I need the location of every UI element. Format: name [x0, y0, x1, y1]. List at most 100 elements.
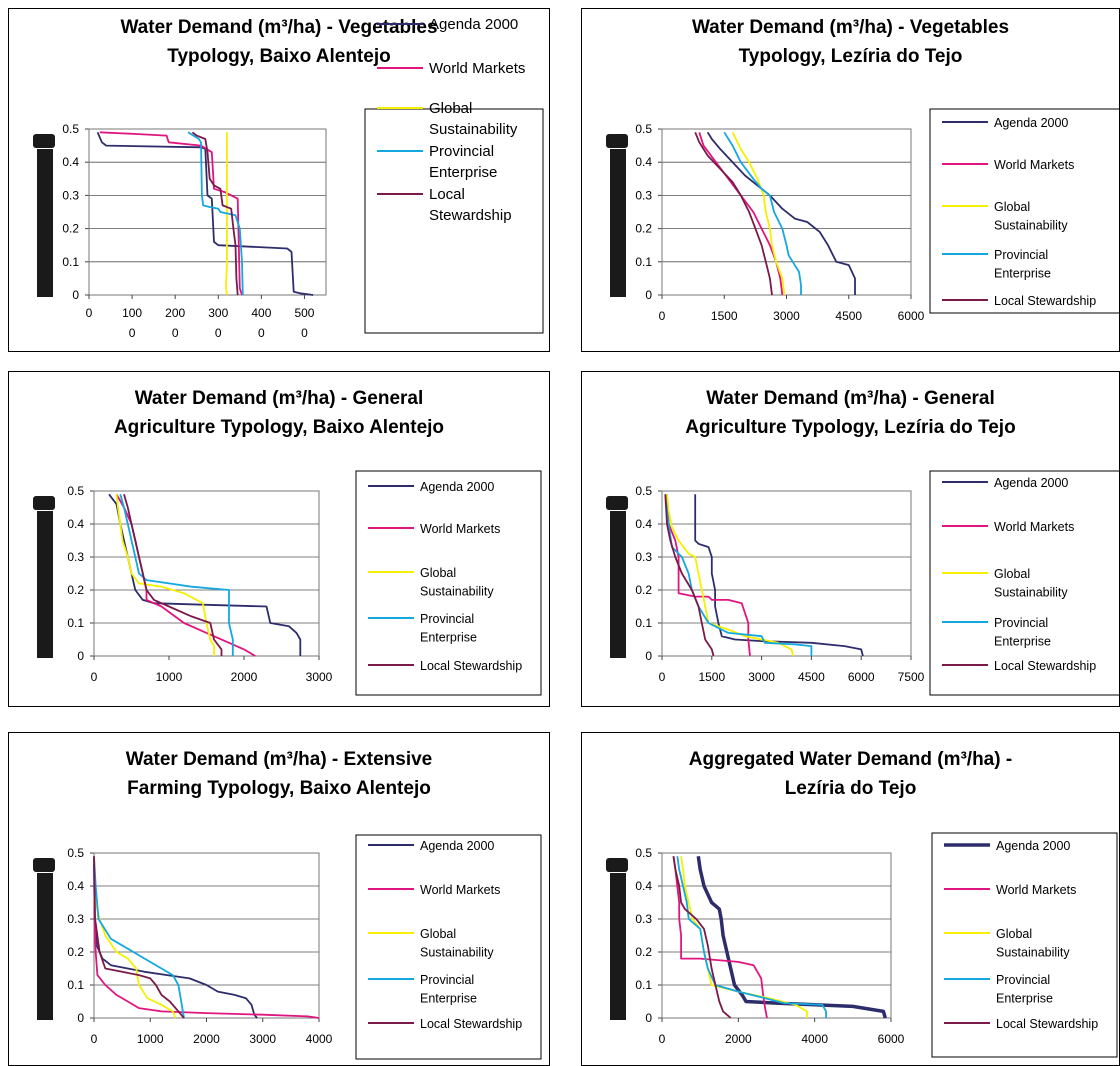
x-tick-label: 300 — [208, 306, 228, 320]
chart-title-line: Water Demand (m³/ha) - Vegetables — [691, 17, 1010, 38]
series-line-provincial-enterprise — [676, 856, 827, 1018]
y-axis-label-cap — [33, 134, 55, 148]
y-tick-label: 0 — [645, 1011, 652, 1025]
legend-box — [355, 834, 542, 1060]
series-line-local-stewardship — [672, 856, 732, 1019]
x-tick-label: 1000 — [137, 1032, 164, 1046]
legend-box — [364, 108, 544, 334]
series-group — [694, 131, 856, 296]
y-axis-label-block — [610, 511, 626, 658]
series-line-world-markets — [672, 856, 768, 1019]
y-tick-label: 0.2 — [635, 945, 652, 959]
legend-label: Provincial — [996, 973, 1050, 987]
x-tick-label: 1500 — [711, 309, 738, 323]
chart-title: Water Demand (m³/ha) - Vegetables Typolog… — [582, 13, 1119, 71]
legend-label: Enterprise — [994, 635, 1051, 649]
x-tick-label: 3000 — [773, 309, 800, 323]
legend-label: Provincial — [420, 973, 474, 987]
y-axis-label-block — [37, 511, 53, 658]
chart-title-line: Water Demand (m³/ha) - Vegetables — [120, 17, 438, 38]
x-tick-label: 0 — [301, 326, 308, 340]
series-line-local-stewardship — [93, 856, 185, 1019]
legend-label: Local Stewardship — [994, 294, 1096, 308]
chart-svg: 0 0.1 0.2 0.3 0.4 0.5 0 1000 2000 3000 Agenda 2000… — [33, 470, 542, 696]
legend-label: Sustainability — [994, 586, 1068, 600]
y-axis: 0 0.1 0.2 0.3 0.4 0.5 — [635, 484, 911, 663]
legend-label: Local Stewardship — [420, 659, 522, 673]
x-tick-label: 0 — [172, 326, 179, 340]
legend-label: Enterprise — [420, 992, 477, 1006]
chart-panel-vegetables-leziria-do-tejo: Water Demand (m³/ha) - Vegetables Typolog… — [581, 8, 1120, 352]
series-line-global-sustainability — [93, 856, 177, 1019]
chart-title: Aggregated Water Demand (m³/ha) - Lezíria… — [582, 745, 1119, 803]
legend-label: Sustainability — [420, 946, 494, 960]
chart-title-line: Typology, Lezíria do Tejo — [738, 46, 963, 67]
x-tick-label: 3000 — [249, 1032, 276, 1046]
series-line-provincial-enterprise — [119, 494, 234, 656]
legend-label: Agenda 2000 — [994, 476, 1068, 490]
chart-panel-general-agriculture-leziria-do-tejo: Water Demand (m³/ha) - General Agricultur… — [581, 371, 1120, 707]
legend-label: Provincial — [429, 143, 494, 160]
legend-label: Provincial — [994, 248, 1048, 262]
y-tick-label: 0.3 — [635, 912, 652, 926]
x-axis: 0 100 0 200 0 300 0 400 0 500 0 — [86, 295, 315, 340]
legend: Agenda 2000 World Markets Global Sustainabi… — [929, 108, 1119, 314]
series-group — [664, 494, 864, 657]
y-tick-label: 0.2 — [67, 945, 84, 959]
legend-label: Sustainability — [420, 585, 494, 599]
chart-panel-vegetables-baixo-alentejo: Water Demand (m³/ha) - Vegetables Typolog… — [8, 8, 550, 352]
legend: Agenda 2000 World Markets Global Sustainabi… — [364, 16, 544, 334]
y-tick-label: 0.4 — [635, 879, 652, 893]
legend-label: Global — [420, 927, 456, 941]
x-tick-label: 6000 — [878, 1032, 905, 1046]
y-axis: 0 0.1 0.2 0.3 0.4 0.5 — [635, 122, 911, 302]
x-tick-label: 500 — [294, 306, 314, 320]
chart-title-line: Farming Typology, Baixo Alentejo — [127, 778, 431, 799]
x-axis: 0 1500 3000 4500 6000 7500 — [659, 656, 925, 684]
x-tick-label: 3000 — [306, 670, 333, 684]
y-tick-label: 0.1 — [635, 255, 652, 269]
y-tick-label: 0.5 — [67, 846, 84, 860]
series-group — [96, 131, 314, 296]
x-tick-label: 2000 — [725, 1032, 752, 1046]
series-line-local-stewardship — [694, 131, 773, 296]
y-tick-label: 0.1 — [635, 978, 652, 992]
chart-panel-aggregated-leziria-do-tejo: Aggregated Water Demand (m³/ha) - Lezíria… — [581, 732, 1120, 1066]
series-line-world-markets — [99, 131, 243, 296]
y-axis-label-block — [37, 149, 53, 297]
legend-label: Local Stewardship — [996, 1017, 1098, 1031]
x-tick-label: 6000 — [848, 670, 875, 684]
legend-label: Enterprise — [420, 631, 477, 645]
chart-title: Water Demand (m³/ha) - General Agricultur… — [9, 384, 549, 442]
y-tick-label: 0.5 — [62, 122, 79, 136]
legend-label: Global — [994, 567, 1030, 581]
x-tick-label: 2000 — [193, 1032, 220, 1046]
x-tick-label: 0 — [659, 670, 666, 684]
x-tick-label: 2000 — [231, 670, 258, 684]
y-tick-label: 0.3 — [67, 912, 84, 926]
chart-title: Water Demand (m³/ha) - Extensive Farming … — [9, 745, 549, 803]
x-tick-label: 200 — [165, 306, 185, 320]
y-tick-label: 0.3 — [635, 188, 652, 202]
x-tick-label: 4000 — [801, 1032, 828, 1046]
x-tick-label: 0 — [91, 670, 98, 684]
chart-title-line: Water Demand (m³/ha) - Extensive — [125, 749, 433, 770]
plot-area — [88, 128, 327, 296]
series-line-global-sustainability — [225, 132, 228, 296]
legend: Agenda 2000 World Markets Global Sustainabi… — [355, 470, 542, 696]
legend-box — [929, 108, 1119, 314]
y-axis-label-cap — [33, 858, 55, 872]
y-axis-label-cap — [606, 496, 628, 510]
chart-svg: 0 0.1 0.2 0.3 0.4 0.5 0 2000 4000 6000 Agenda 2000… — [606, 832, 1118, 1058]
y-tick-label: 0.1 — [67, 616, 84, 630]
legend-label: Provincial — [994, 616, 1048, 630]
legend-label: Sustainability — [996, 946, 1070, 960]
y-tick-label: 0.4 — [635, 517, 652, 531]
y-tick-label: 0 — [72, 288, 79, 302]
series-line-world-markets — [115, 493, 256, 657]
legend-label: Sustainability — [429, 121, 518, 138]
legend-box — [355, 470, 542, 696]
series-line-agenda-2000 — [696, 856, 887, 1019]
x-tick-label: 1000 — [156, 670, 183, 684]
x-tick-label: 4500 — [798, 670, 825, 684]
